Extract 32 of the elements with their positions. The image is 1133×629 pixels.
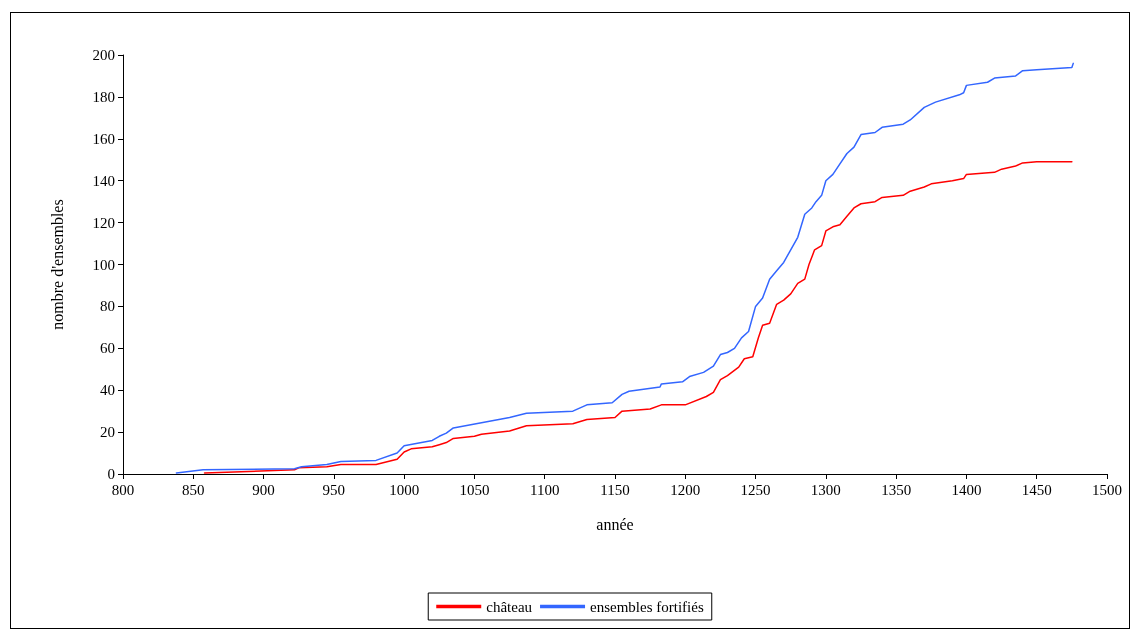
line-series — [175, 62, 1075, 474]
x-tick-label: 1450 — [1021, 481, 1052, 498]
y-tick-label: 0 — [107, 466, 115, 482]
line-series — [203, 161, 1073, 474]
y-tick-label: 120 — [92, 214, 115, 231]
legend-label: ensembles fortifiés — [590, 598, 704, 615]
y-tick-label: 60 — [100, 340, 115, 357]
y-tick-label: 40 — [100, 382, 115, 399]
y-tick-label: 80 — [100, 298, 115, 315]
y-tick-label: 160 — [92, 130, 115, 147]
x-tick-label: 1400 — [951, 481, 982, 498]
x-tick-label: 1200 — [670, 481, 701, 498]
x-tick-label: 1500 — [1092, 481, 1122, 498]
x-tick-label: 1350 — [881, 481, 912, 498]
y-tick-label: 20 — [100, 424, 115, 441]
x-tick-label: 1100 — [529, 481, 560, 498]
x-tick-label: 800 — [111, 481, 135, 498]
y-axis-title: nombre d'ensembles — [48, 199, 66, 330]
x-tick-label: 1000 — [389, 481, 420, 498]
x-tick-label: 900 — [252, 481, 275, 498]
y-tick-label: 100 — [92, 256, 115, 273]
x-tick-label: 1150 — [600, 481, 630, 498]
x-tick-label: 950 — [322, 481, 346, 498]
x-tick-label: 1050 — [459, 481, 490, 498]
x-axis-title: année — [596, 515, 634, 533]
x-tick-label: 850 — [182, 481, 205, 498]
y-tick-label: 180 — [92, 88, 115, 105]
legend-label: château — [486, 598, 533, 615]
x-tick-label: 1300 — [810, 481, 841, 498]
y-tick-label: 140 — [92, 172, 115, 189]
y-tick-label: 200 — [92, 47, 115, 63]
x-tick-label: 1250 — [740, 481, 771, 498]
